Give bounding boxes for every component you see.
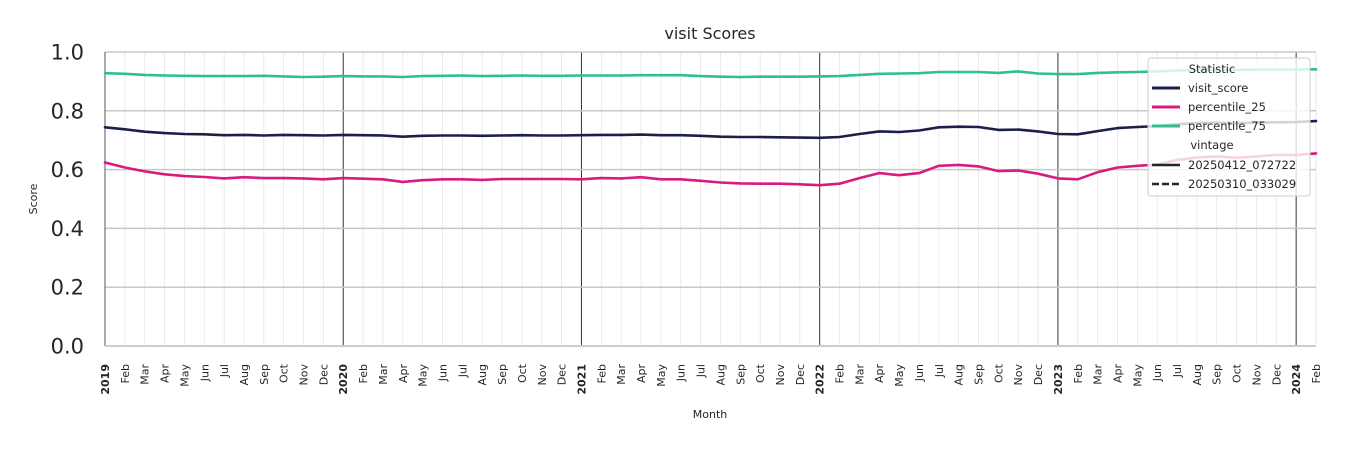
x-axis-label: Month [693,408,728,421]
x-tick-month: Dec [556,364,569,385]
x-tick-month: Dec [1032,364,1045,385]
x-tick-year: 2023 [1052,364,1065,395]
y-tick-label: 1.0 [51,41,84,65]
x-tick-month: Jul [218,364,231,378]
x-tick-month: Feb [1310,364,1323,383]
x-tick-year: 2019 [99,364,112,395]
x-tick-year: 2021 [575,364,588,395]
x-tick-month: Jul [456,364,469,378]
legend-style-title: vintage [1190,138,1233,152]
x-tick-month: Feb [357,364,370,383]
x-tick-month: Sep [734,364,747,385]
x-tick-month: Jun [1151,364,1164,382]
y-axis-label: Score [27,183,40,214]
y-tick-label: 0.6 [51,158,84,182]
x-tick-month: Mar [139,364,152,385]
x-tick-year: 2024 [1290,364,1303,395]
legend-label-vintage-dashed: 20250310_033029 [1188,177,1296,191]
x-tick-month: Jun [198,364,211,382]
x-tick-month: Oct [1231,363,1244,383]
x-tick-month: Aug [238,364,251,385]
x-tick-month: Nov [1250,364,1263,386]
y-tick-label: 0.4 [51,217,84,241]
legend-label-visit-score: visit_score [1188,81,1248,95]
chart-title: visit Scores [664,24,755,43]
x-tick-month: Sep [258,364,271,385]
x-tick-year: 2022 [814,364,827,395]
legend-hue-title: Statistic [1189,62,1236,76]
y-tick-label: 0.2 [51,276,84,300]
legend: Statistic visit_score percentile_25 perc… [1147,57,1311,197]
x-tick-month: Oct [754,363,767,383]
x-tick-month: Apr [1111,364,1124,384]
legend-label-percentile-75: percentile_75 [1188,119,1266,133]
x-tick-month: May [417,364,430,387]
x-tick-month: Jun [913,364,926,382]
x-tick-month: May [893,364,906,387]
series-layer [103,68,1318,187]
x-tick-month: Feb [1072,364,1085,383]
x-tick-month: Apr [397,364,410,384]
x-tick-month: Jul [695,364,708,378]
x-tick-month: Feb [119,364,132,383]
x-tick-month: Dec [794,364,807,385]
y-tick-label: 0.8 [51,99,84,123]
x-tick-month: Mar [377,364,390,385]
x-tick-month: Aug [1191,364,1204,385]
x-tick-month: Feb [595,364,608,383]
x-tick-year: 2020 [337,364,350,395]
x-tick-month: Apr [159,364,172,384]
x-tick-month: Aug [714,364,727,385]
x-tick-month: Mar [853,364,866,385]
x-tick-month: May [655,364,668,387]
x-tick-month: Jun [436,364,449,382]
x-tick-month: May [1131,364,1144,387]
x-tick-month: Oct [278,363,291,383]
axes-layer: 2019 Feb Mar Apr May Jun Jul Aug Sep Oct Nov Dec 202… [51,41,1323,395]
series-line-percentile-25 [103,152,1318,187]
legend-label-vintage-solid: 20250412_072722 [1188,158,1296,172]
x-tick-month: Apr [873,364,886,384]
x-tick-month: Nov [1012,364,1025,386]
x-tick-month: Oct [992,363,1005,383]
x-tick-month: Apr [635,364,648,384]
x-tick-month: Mar [1092,364,1105,385]
legend-box [1147,57,1311,197]
x-tick-month: Mar [615,364,628,385]
series-line-visit-score [103,119,1318,140]
series-line-percentile-75 [103,68,1318,79]
x-tick-month: Feb [834,364,847,383]
x-tick-month: Jul [933,364,946,378]
x-tick-month: Jun [675,364,688,382]
x-tick-month: Sep [973,364,986,385]
x-tick-month: Dec [317,364,330,385]
x-tick-month: May [178,364,191,387]
x-tick-month: Sep [496,364,509,385]
legend-label-percentile-25: percentile_25 [1188,100,1266,114]
x-tick-month: Nov [298,364,311,386]
grid-layer [104,51,1317,347]
x-tick-month: Jul [1171,364,1184,378]
x-tick-month: Sep [1211,364,1224,385]
y-tick-label: 0.0 [51,335,84,359]
x-tick-month: Dec [1270,364,1283,385]
x-tick-month: Aug [476,364,489,385]
x-tick-month: Aug [953,364,966,385]
x-tick-month: Oct [516,363,529,383]
x-tick-month: Nov [536,364,549,386]
x-tick-month: Nov [774,364,787,386]
